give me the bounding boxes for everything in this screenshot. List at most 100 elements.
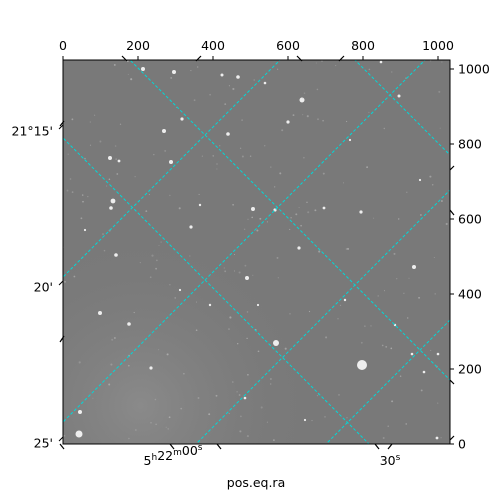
faint-star (420, 389, 423, 392)
faint-star (209, 93, 211, 96)
faint-star (441, 61, 443, 63)
faint-star (134, 176, 136, 178)
faint-star (302, 114, 304, 116)
star-field (63, 60, 448, 444)
grid-line (63, 60, 281, 278)
faint-star (94, 114, 96, 116)
faint-star (233, 270, 236, 272)
faint-star (216, 163, 218, 165)
tick-mark (195, 55, 202, 62)
tick-mark (449, 435, 455, 441)
faint-star (418, 296, 421, 299)
faint-star (148, 193, 151, 196)
faint-star (127, 364, 130, 367)
faint-star (238, 394, 241, 396)
faint-star (408, 277, 410, 279)
faint-star (430, 349, 432, 351)
faint-star (246, 311, 249, 313)
faint-star (260, 406, 263, 409)
faint-star (419, 214, 422, 216)
faint-star (237, 343, 239, 345)
star (226, 132, 230, 136)
faint-star (169, 284, 171, 286)
star (410, 352, 414, 356)
faint-star (151, 254, 154, 257)
star (359, 210, 363, 214)
right-tick-label: 400 (458, 287, 482, 302)
star (208, 303, 212, 307)
faint-star (253, 79, 255, 81)
faint-star (233, 253, 236, 256)
right-tick-label: 1000 (458, 62, 490, 77)
faint-star (377, 295, 380, 297)
star (127, 322, 131, 326)
left-tick-label: 20' (34, 280, 53, 295)
star (114, 253, 118, 257)
faint-star (201, 155, 204, 157)
faint-star (300, 224, 302, 227)
star (108, 156, 112, 160)
faint-star (189, 255, 191, 257)
faint-star (81, 194, 84, 196)
faint-star (381, 344, 384, 347)
faint-star (170, 76, 173, 79)
faint-star (276, 256, 279, 259)
star (299, 97, 305, 103)
faint-star (246, 337, 248, 340)
faint-star (387, 425, 389, 428)
faint-star (337, 318, 339, 320)
faint-star (256, 229, 259, 232)
faint-star (289, 228, 291, 230)
faint-star (247, 218, 249, 220)
faint-star (241, 119, 243, 121)
faint-star (439, 127, 441, 129)
faint-star (80, 217, 83, 220)
faint-star (239, 147, 242, 149)
faint-star (133, 311, 135, 314)
faint-star (368, 111, 370, 114)
faint-star (295, 213, 298, 216)
faint-star (193, 99, 196, 102)
faint-star (127, 73, 129, 75)
top-tick-label: 400 (201, 38, 225, 53)
faint-star (274, 186, 276, 188)
right-tick-label: 800 (458, 137, 482, 152)
top-axis: 0 200 400 600 800 1000 (59, 38, 454, 62)
faint-star (382, 437, 385, 439)
faint-star (403, 292, 405, 294)
tick-mark (58, 124, 64, 130)
faint-star (174, 297, 177, 299)
faint-star (391, 71, 393, 73)
faint-star (266, 221, 268, 223)
faint-star (259, 217, 262, 220)
right-tick-label: 600 (458, 212, 482, 227)
faint-star (311, 420, 313, 422)
faint-star (229, 316, 232, 319)
faint-star (257, 350, 260, 353)
faint-star (82, 200, 84, 203)
faint-star (306, 201, 308, 203)
coordinate-grid (63, 60, 450, 444)
faint-star (149, 276, 152, 279)
faint-star (103, 249, 106, 252)
faint-star (339, 304, 342, 307)
faint-star (87, 195, 89, 198)
faint-star (155, 267, 158, 270)
top-tick-label: 1000 (422, 38, 454, 53)
faint-star (240, 415, 242, 418)
faint-star (325, 336, 328, 339)
faint-star (108, 383, 111, 386)
faint-star (168, 416, 171, 419)
faint-star (431, 184, 434, 186)
faint-star (197, 66, 199, 68)
star (251, 207, 255, 211)
faint-star (364, 325, 366, 327)
faint-star (232, 203, 234, 206)
tick-mark (387, 443, 393, 450)
star (162, 129, 166, 133)
faint-star (155, 423, 157, 425)
star (435, 436, 439, 440)
faint-star (308, 310, 311, 313)
faint-star (224, 103, 227, 105)
tick-mark (58, 280, 64, 286)
